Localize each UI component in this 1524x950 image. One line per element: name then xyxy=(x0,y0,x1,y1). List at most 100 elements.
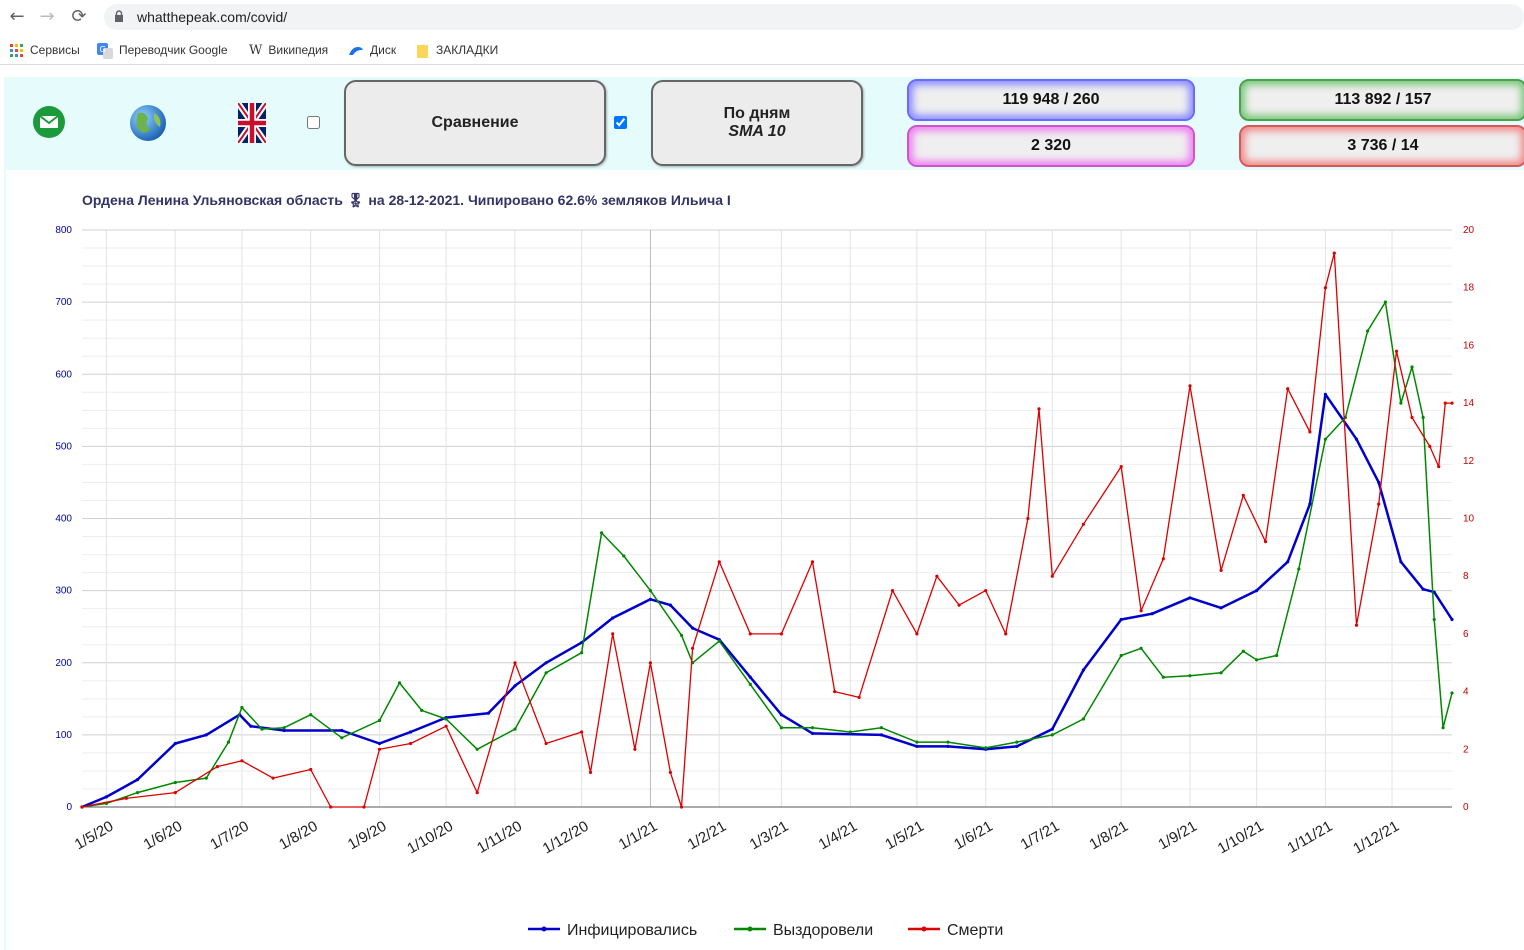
y-left-tick-label: 200 xyxy=(55,658,72,669)
bookmark-services[interactable]: Сервисы xyxy=(10,41,80,59)
y-left-tick-label: 700 xyxy=(55,297,72,308)
bookmark-disk[interactable]: Диск xyxy=(348,41,396,59)
daily-sma-button[interactable]: По дням SMA 10 xyxy=(651,80,863,166)
data-point xyxy=(513,727,517,731)
sma-label: SMA 10 xyxy=(728,123,786,140)
data-point xyxy=(679,633,684,637)
x-tick-label: 1/4/21 xyxy=(816,818,861,854)
compare-checkbox[interactable] xyxy=(307,116,320,129)
data-point xyxy=(717,560,721,564)
data-point xyxy=(271,776,275,780)
bookmark-folder[interactable]: ЗАКЛАДКИ xyxy=(416,41,498,59)
globe-icon[interactable] xyxy=(128,103,168,143)
data-point xyxy=(1286,387,1290,391)
x-tick-label: 1/7/21 xyxy=(1018,818,1063,854)
data-point xyxy=(1004,632,1008,636)
data-point xyxy=(984,589,988,593)
data-point xyxy=(1015,740,1019,744)
data-point xyxy=(848,730,852,734)
mail-icon[interactable] xyxy=(32,105,66,139)
bookmark-wikipedia[interactable]: W Википедия xyxy=(249,41,328,59)
data-point xyxy=(779,726,784,730)
data-point xyxy=(340,736,344,740)
y-left-tick-label: 600 xyxy=(55,369,72,380)
data-point xyxy=(915,744,919,749)
data-point xyxy=(544,671,548,675)
browser-toolbar: ← → ⟳ whatthepeak.com/covid/ xyxy=(0,0,1524,34)
y-right-tick-label: 6 xyxy=(1463,629,1469,640)
wikipedia-icon: W xyxy=(249,42,263,58)
x-tick-label: 1/9/20 xyxy=(345,818,390,854)
data-point xyxy=(135,791,140,795)
data-point xyxy=(1188,674,1192,678)
data-point xyxy=(611,616,615,620)
covid-chart: Ордена Ленина Ульяновская область 🎖 на 2… xyxy=(55,192,1475,939)
deaths-stat: 3 736 / 14 xyxy=(1239,125,1524,167)
x-tick-label: 1/2/21 xyxy=(685,818,730,854)
bookmark-label: ЗАКЛАДКИ xyxy=(436,43,499,57)
data-point xyxy=(1161,557,1165,561)
data-point xyxy=(957,603,961,607)
data-point xyxy=(340,728,344,733)
data-point xyxy=(946,740,950,744)
daily-checkbox[interactable] xyxy=(614,116,627,129)
data-point xyxy=(915,632,919,636)
data-point xyxy=(204,733,208,737)
reload-icon[interactable]: ⟳ xyxy=(71,6,87,27)
x-tick-label: 1/6/21 xyxy=(951,818,996,854)
x-tick-label: 1/11/20 xyxy=(474,818,525,857)
compare-button[interactable]: Сравнение xyxy=(344,80,606,166)
data-point xyxy=(1139,609,1143,613)
recovered-stat: 113 892 / 157 xyxy=(1239,79,1524,121)
data-point xyxy=(173,741,177,746)
data-point xyxy=(691,646,695,650)
x-tick-label: 1/1/21 xyxy=(616,818,661,854)
data-point xyxy=(124,796,128,800)
data-point xyxy=(1081,522,1085,526)
y-right-tick-label: 16 xyxy=(1463,340,1475,351)
data-point xyxy=(779,713,784,717)
data-point xyxy=(611,632,615,636)
data-point xyxy=(420,708,424,713)
forward-arrow-icon[interactable]: → xyxy=(39,6,55,27)
data-point xyxy=(377,747,382,751)
data-point xyxy=(691,626,695,630)
address-bar[interactable]: whatthepeak.com/covid/ xyxy=(104,4,1524,30)
x-tick-label: 1/8/20 xyxy=(276,818,321,854)
data-point xyxy=(1037,407,1041,411)
data-point xyxy=(377,741,382,746)
y-left-tick-label: 100 xyxy=(55,730,72,741)
data-point xyxy=(1241,649,1245,653)
data-point xyxy=(1354,437,1359,441)
data-point xyxy=(1450,617,1454,622)
data-point xyxy=(226,740,231,744)
x-tick-label: 1/5/21 xyxy=(882,818,927,854)
legend-marker xyxy=(747,926,753,932)
bookmark-google-translate[interactable]: G Переводчик Google xyxy=(97,41,228,59)
data-point xyxy=(444,717,448,721)
data-point xyxy=(1263,540,1268,544)
data-point xyxy=(1308,502,1312,506)
y-right-tick-label: 4 xyxy=(1463,687,1469,698)
back-arrow-icon[interactable]: ← xyxy=(9,6,25,27)
daily-button-label: По дням xyxy=(723,105,791,122)
bookmark-label: Сервисы xyxy=(30,43,80,57)
data-point xyxy=(833,690,837,694)
data-point xyxy=(1219,671,1223,675)
data-point xyxy=(1443,401,1447,405)
data-point xyxy=(1255,658,1259,662)
y-left-tick-label: 0 xyxy=(66,802,72,813)
y-right-tick-label: 2 xyxy=(1463,744,1469,755)
uk-flag-icon[interactable] xyxy=(238,103,266,143)
data-point xyxy=(1139,646,1143,650)
data-point xyxy=(444,724,448,728)
data-point xyxy=(648,589,653,593)
y-left-tick-label: 300 xyxy=(55,586,72,597)
data-point xyxy=(1323,286,1327,290)
data-point xyxy=(377,718,382,723)
data-point xyxy=(409,741,413,746)
data-point xyxy=(1050,574,1054,578)
data-point xyxy=(580,730,584,734)
data-point xyxy=(513,661,517,665)
data-point xyxy=(668,603,673,607)
